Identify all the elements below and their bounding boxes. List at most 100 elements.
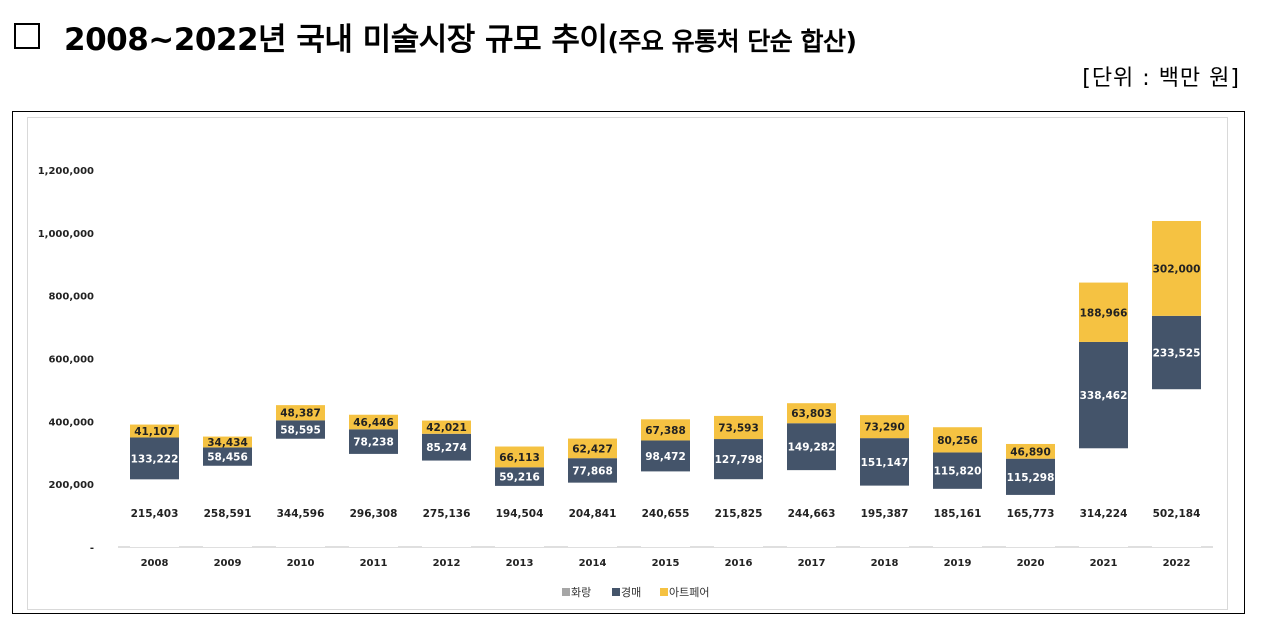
- bar-화랑-2008: [130, 479, 179, 547]
- bar-경매-2017: [787, 423, 836, 471]
- x-tick-label-2011: 2011: [360, 558, 388, 569]
- x-tick-label-2012: 2012: [433, 558, 461, 569]
- data-label-경매-2019: 115,820: [934, 466, 982, 478]
- data-label-화랑-2019: 185,161: [934, 508, 982, 520]
- x-tick-label-2014: 2014: [579, 558, 607, 569]
- bar-아트페어-2019: [933, 427, 982, 453]
- bar-아트페어-2015: [641, 419, 690, 441]
- bar-화랑-2010: [276, 438, 325, 547]
- bar-경매-2015: [641, 440, 690, 472]
- bar-아트페어-2011: [349, 414, 398, 430]
- data-label-화랑-2020: 165,773: [1007, 508, 1055, 520]
- data-label-화랑-2013: 194,504: [496, 508, 544, 520]
- legend-entry-경매: 경매: [621, 586, 641, 599]
- bar-아트페어-2020: [1006, 443, 1055, 459]
- data-label-화랑-2017: 244,663: [788, 508, 836, 520]
- legend-entry-아트페어: 아트페어: [669, 586, 709, 599]
- bar-화랑-2021: [1079, 448, 1128, 547]
- data-label-화랑-2016: 215,825: [715, 508, 763, 520]
- checkbox-square-icon: [14, 23, 40, 49]
- data-label-경매-2016: 127,798: [715, 454, 763, 466]
- data-label-아트페어-2012: 42,021: [426, 422, 467, 434]
- data-label-아트페어-2009: 34,434: [207, 437, 248, 449]
- x-tick-label-2013: 2013: [506, 558, 534, 569]
- data-label-경매-2009: 58,456: [207, 452, 248, 464]
- chart-frame: - 200,000 400,000 600,000 800,000 1,000,000 1,…: [12, 111, 1245, 614]
- data-label-화랑-2008: 215,403: [131, 508, 179, 520]
- title-row: 2008~2022년 국내 미술시장 규모 추이(주요 유통처 단순 합산): [14, 14, 857, 58]
- bar-경매-2013: [495, 467, 544, 486]
- data-label-아트페어-2021: 188,966: [1080, 307, 1128, 319]
- data-label-경매-2015: 98,472: [645, 451, 686, 463]
- bar-화랑-2017: [787, 470, 836, 547]
- data-label-아트페어-2017: 63,803: [791, 408, 832, 420]
- chart-subtitle: (주요 유통처 단순 합산): [607, 26, 857, 56]
- bar-경매-2018: [860, 438, 909, 486]
- data-label-경매-2012: 85,274: [426, 442, 467, 454]
- bar-아트페어-2009: [203, 436, 252, 448]
- chart-area: - 200,000 400,000 600,000 800,000 1,000,000 1,…: [27, 117, 1228, 610]
- bar-경매-2016: [714, 439, 763, 480]
- x-tick-label-2015: 2015: [652, 558, 680, 569]
- x-tick-label-2010: 2010: [287, 558, 315, 569]
- legend-swatch-아트페어: [660, 588, 668, 596]
- data-label-경매-2022: 233,525: [1153, 348, 1201, 360]
- bar-화랑-2018: [860, 485, 909, 547]
- bar-경매-2011: [349, 429, 398, 454]
- bar-화랑-2013: [495, 485, 544, 547]
- bar-경매-2012: [422, 433, 471, 461]
- data-label-화랑-2011: 296,308: [350, 508, 398, 520]
- bar-화랑-2009: [203, 465, 252, 547]
- bar-화랑-2014: [568, 482, 617, 547]
- x-tick-label-2016: 2016: [725, 558, 753, 569]
- bar-아트페어-2016: [714, 415, 763, 440]
- data-label-아트페어-2013: 66,113: [499, 452, 540, 464]
- bar-아트페어-2012: [422, 420, 471, 434]
- x-tick-label-2019: 2019: [944, 558, 972, 569]
- unit-label: [단위 : 백만 원]: [1082, 66, 1240, 91]
- data-label-경매-2008: 133,222: [131, 453, 179, 465]
- bar-화랑-2016: [714, 479, 763, 547]
- data-label-아트페어-2018: 73,290: [864, 422, 905, 434]
- legend-swatch-경매: [612, 588, 620, 596]
- data-label-아트페어-2015: 67,388: [645, 425, 686, 437]
- bar-경매-2014: [568, 458, 617, 483]
- bar-아트페어-2021: [1079, 282, 1128, 342]
- x-tick-label-2009: 2009: [214, 558, 242, 569]
- data-label-경매-2021: 338,462: [1080, 390, 1128, 402]
- x-tick-label-2008: 2008: [141, 558, 169, 569]
- data-label-아트페어-2019: 80,256: [937, 435, 978, 447]
- chart-title: 2008~2022년 국내 미술시장 규모 추이(주요 유통처 단순 합산): [64, 21, 857, 58]
- data-label-아트페어-2014: 62,427: [572, 443, 613, 455]
- bar-아트페어-2017: [787, 403, 836, 424]
- bar-아트페어-2022: [1152, 220, 1201, 316]
- data-label-화랑-2021: 314,224: [1080, 508, 1128, 520]
- bar-경매-2009: [203, 447, 252, 466]
- y-tick-label-1: 200,000: [48, 480, 94, 491]
- x-tick-label-2018: 2018: [871, 558, 899, 569]
- data-label-경매-2010: 58,595: [280, 425, 321, 437]
- bar-경매-2020: [1006, 458, 1055, 495]
- y-tick-label-2: 400,000: [48, 417, 94, 428]
- data-label-아트페어-2010: 48,387: [280, 408, 321, 420]
- data-label-경매-2018: 151,147: [861, 457, 909, 469]
- bar-아트페어-2018: [860, 415, 909, 439]
- data-label-아트페어-2008: 41,107: [134, 426, 175, 438]
- data-label-아트페어-2016: 73,593: [718, 422, 759, 434]
- bar-아트페어-2010: [276, 405, 325, 421]
- bar-화랑-2011: [349, 453, 398, 547]
- stacked-bar-chart: - 200,000 400,000 600,000 800,000 1,000,000 1,…: [38, 166, 1213, 599]
- data-label-화랑-2022: 502,184: [1153, 508, 1201, 520]
- data-label-경매-2020: 115,298: [1007, 472, 1055, 484]
- data-label-아트페어-2011: 46,446: [353, 417, 394, 429]
- data-label-화랑-2012: 275,136: [423, 508, 471, 520]
- data-label-경매-2014: 77,868: [572, 465, 613, 477]
- x-tick-label-2021: 2021: [1090, 558, 1118, 569]
- data-label-화랑-2010: 344,596: [277, 508, 325, 520]
- y-tick-label-4: 800,000: [48, 292, 94, 303]
- bar-화랑-2015: [641, 471, 690, 547]
- data-label-화랑-2009: 258,591: [204, 508, 252, 520]
- bar-아트페어-2008: [130, 424, 179, 438]
- legend-entry-화랑: 화랑: [571, 586, 591, 599]
- x-tick-label-2017: 2017: [798, 558, 826, 569]
